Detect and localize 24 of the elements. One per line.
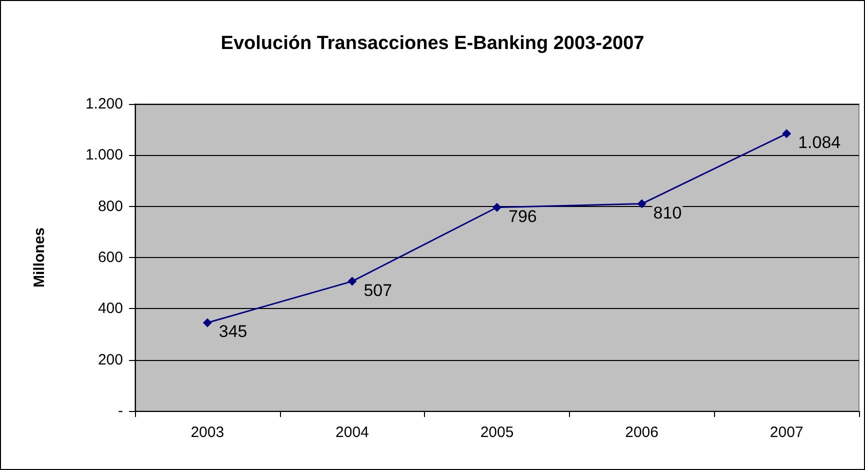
x-tick-label: 2007 xyxy=(770,424,804,441)
data-label: 345 xyxy=(218,322,248,342)
y-tick-label: 400 xyxy=(98,300,123,318)
y-tick-label: 600 xyxy=(98,249,123,266)
y-axis-title: Millones xyxy=(31,227,48,288)
x-tick-label: 2003 xyxy=(190,424,224,441)
point xyxy=(348,276,357,286)
data-label: 796 xyxy=(508,206,537,226)
y-tick-label: 800 xyxy=(98,198,123,215)
point xyxy=(782,129,792,138)
chart-title: Evolución Transacciones E-Banking 2003-2007 xyxy=(220,33,644,54)
y-tick-label: 1.200 xyxy=(85,96,123,112)
point xyxy=(202,318,212,328)
point xyxy=(492,202,502,212)
data-label: 810 xyxy=(653,203,682,222)
data-label: 1.084 xyxy=(798,133,841,152)
y-tick-label: 1.000 xyxy=(85,146,123,164)
y-tick-label: 200 xyxy=(98,351,123,368)
x-tick-label: 2006 xyxy=(625,424,658,441)
x-tick-label: 2004 xyxy=(336,424,369,441)
x-tick-label: 2005 xyxy=(480,424,514,441)
data-label: 507 xyxy=(364,280,392,300)
point xyxy=(637,199,646,208)
y-tick-label: - xyxy=(118,402,123,420)
